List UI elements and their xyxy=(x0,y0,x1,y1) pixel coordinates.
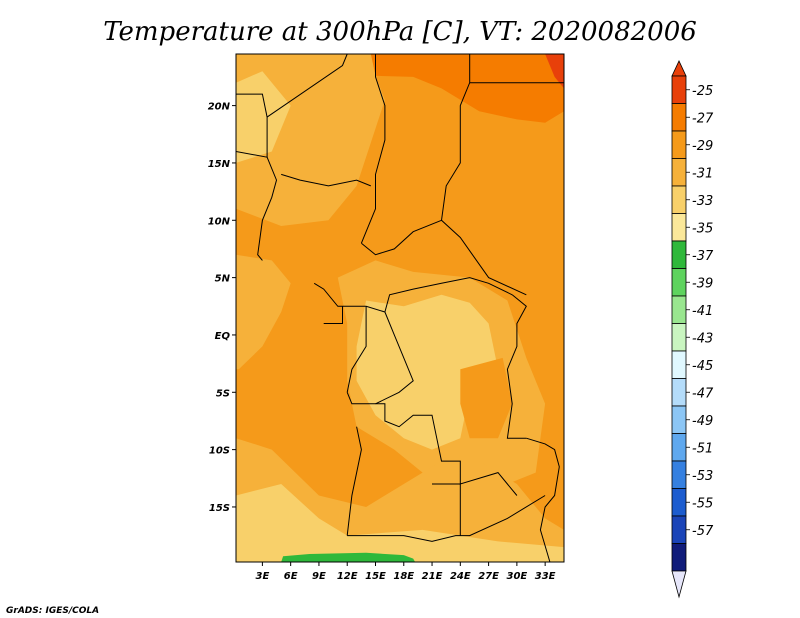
colorbar-box xyxy=(671,213,687,242)
border-line-11 xyxy=(375,311,414,405)
border-line-16 xyxy=(432,483,461,536)
temperature-field xyxy=(236,54,564,562)
border-line-3 xyxy=(440,54,527,296)
temp-region-10 xyxy=(236,484,564,562)
y-tick-label: 20N xyxy=(208,102,231,113)
temp-region-4 xyxy=(236,254,291,370)
x-tick-label: 6E xyxy=(284,571,298,582)
y-tick-label: 15S xyxy=(209,503,230,514)
border-line-1 xyxy=(266,54,348,118)
colorbar-box xyxy=(671,433,687,462)
x-tick-label: 21E xyxy=(422,571,443,582)
plot-frame xyxy=(235,53,565,563)
colorbar-label: -39 xyxy=(692,276,713,291)
border-line-14 xyxy=(346,426,362,536)
y-tick-label: 15N xyxy=(208,159,231,170)
colorbar-label: -41 xyxy=(692,304,713,319)
border-line-13 xyxy=(346,392,518,496)
x-tick-label: 33E xyxy=(535,571,556,582)
colorbar-label: -35 xyxy=(692,221,713,236)
x-tick-label: 27E xyxy=(478,571,499,582)
colorbar-box xyxy=(671,268,687,297)
grads-credit: GrADS: IGES/COLA xyxy=(6,606,99,616)
border-line-7 xyxy=(361,219,442,256)
colorbar-box xyxy=(671,543,687,572)
colorbar-top-arrow xyxy=(671,60,687,77)
border-line-15 xyxy=(347,495,546,542)
colorbar-label: -25 xyxy=(692,84,713,99)
x-tick-label: 9E xyxy=(312,571,326,582)
colorbar-box xyxy=(671,515,687,544)
colorbar-box xyxy=(671,378,687,407)
x-tick-label: 18E xyxy=(393,571,414,582)
colorbar-label: -29 xyxy=(692,139,713,154)
colorbar-label: -49 xyxy=(692,414,713,429)
x-tick-label: 3E xyxy=(255,571,269,582)
border-line-9 xyxy=(323,306,343,324)
y-tick-label: 10N xyxy=(208,216,231,227)
colorbar: -25 -27 -29 -31 -33 -35 -37 -39 -41 -43 -45 -47 -49 -… xyxy=(671,60,714,599)
border-line-5 xyxy=(257,157,278,261)
colorbar-bottom-arrow xyxy=(671,570,687,599)
border-line-8 xyxy=(313,277,513,313)
colorbar-box xyxy=(671,103,687,132)
colorbar-box xyxy=(671,295,687,324)
colorbar-label: -47 xyxy=(692,386,714,401)
temp-region-11 xyxy=(281,552,416,562)
colorbar-box xyxy=(671,185,687,214)
colorbar-label: -57 xyxy=(692,524,714,539)
temp-region-8 xyxy=(460,357,513,439)
y-tick-label: 5S xyxy=(216,388,230,399)
colorbar-label: -45 xyxy=(692,359,713,374)
y-tick-label: 5N xyxy=(215,274,231,285)
colorbar-label: -43 xyxy=(692,331,713,346)
x-tick-label: 15E xyxy=(365,571,386,582)
y-tick-label: EQ xyxy=(215,331,231,342)
border-line-17 xyxy=(526,437,560,562)
colorbar-label: -27 xyxy=(692,111,714,126)
colorbar-box xyxy=(671,240,687,269)
colorbar-label: -33 xyxy=(692,194,713,209)
colorbar-label: -55 xyxy=(692,496,713,511)
colorbar-label: -51 xyxy=(692,441,713,456)
colorbar-label: -31 xyxy=(692,166,713,181)
border-line-10 xyxy=(346,306,367,393)
colorbar-box xyxy=(671,460,687,489)
colorbar-box xyxy=(671,488,687,517)
colorbar-box xyxy=(671,350,687,379)
colorbar-label: -37 xyxy=(692,249,714,264)
temp-region-2 xyxy=(545,54,564,89)
border-line-2 xyxy=(360,54,386,244)
country-borders xyxy=(236,54,564,562)
x-tick-label: 24E xyxy=(450,571,471,582)
colorbar-box xyxy=(671,75,687,104)
colorbar-label: -53 xyxy=(692,469,713,484)
y-axis: 20N 15N 10N 5N EQ 5S 10S 15S xyxy=(208,102,236,514)
border-line-6 xyxy=(281,173,371,187)
x-axis: 3E 6E 9E 12E 15E 18E 21E 24E 27E 30E 33E xyxy=(255,562,556,582)
y-tick-label: 10S xyxy=(209,446,230,457)
x-tick-label: 30E xyxy=(506,571,527,582)
x-tick-label: 12E xyxy=(337,571,358,582)
border-line-12 xyxy=(506,294,527,439)
colorbar-box xyxy=(671,130,687,159)
colorbar-box xyxy=(671,158,687,187)
colorbar-box xyxy=(671,323,687,352)
chart-title: Temperature at 300hPa [C], VT: 202008200… xyxy=(103,17,697,47)
colorbar-box xyxy=(671,405,687,434)
